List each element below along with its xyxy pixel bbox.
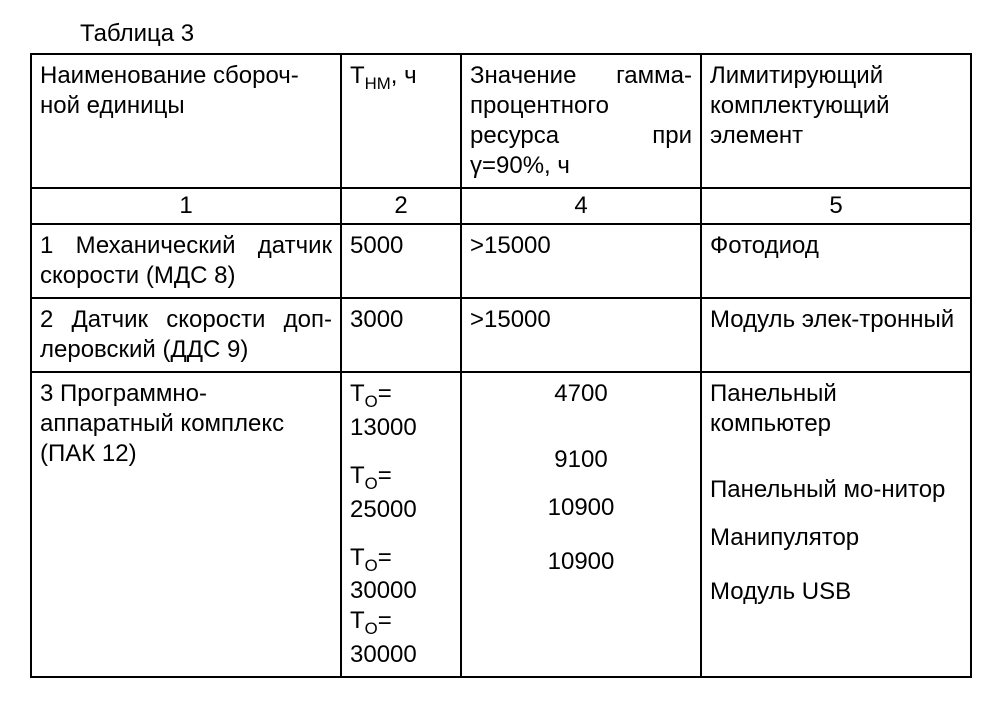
cell-name: 3 Программно-аппаратный комплекс (ПАК 12… xyxy=(31,372,341,677)
table-row: 3 Программно-аппаратный комплекс (ПАК 12… xyxy=(31,372,971,677)
column-number-row: 1 2 4 5 xyxy=(31,188,971,224)
colnum-2: 2 xyxy=(341,188,461,224)
header-col2: ТНМ, ч xyxy=(341,54,461,188)
cell-limiting: Модуль элек-тронный xyxy=(701,298,971,372)
header-row: Наименование сбороч-ной единицы ТНМ, ч З… xyxy=(31,54,971,188)
header-col4: Лимитирующий комплектующий элемент xyxy=(701,54,971,188)
header-col3: Значение гамма-процентного ресурса при γ… xyxy=(461,54,701,188)
cell-tnm: ТО=13000 ТО=25000 ТО=30000 ТО=30000 xyxy=(341,372,461,677)
cell-gamma: 4700 9100 10900 10900 xyxy=(461,372,701,677)
cell-gamma: >15000 xyxy=(461,298,701,372)
header-col1: Наименование сбороч-ной единицы xyxy=(31,54,341,188)
colnum-3: 4 xyxy=(461,188,701,224)
table-row: 1 Механический датчик скорости (МДС 8) 5… xyxy=(31,224,971,298)
table-row: 2 Датчик скорости доп-леровский (ДДС 9) … xyxy=(31,298,971,372)
colnum-4: 5 xyxy=(701,188,971,224)
cell-limiting: Панельный компьютер Панельный мо-нитор М… xyxy=(701,372,971,677)
cell-tnm: 5000 xyxy=(341,224,461,298)
cell-name: 1 Механический датчик скорости (МДС 8) xyxy=(31,224,341,298)
cell-name: 2 Датчик скорости доп-леровский (ДДС 9) xyxy=(31,298,341,372)
cell-gamma: >15000 xyxy=(461,224,701,298)
cell-tnm: 3000 xyxy=(341,298,461,372)
table-caption: Таблица 3 xyxy=(80,20,969,48)
colnum-1: 1 xyxy=(31,188,341,224)
cell-limiting: Фотодиод xyxy=(701,224,971,298)
data-table: Наименование сбороч-ной единицы ТНМ, ч З… xyxy=(30,53,972,678)
